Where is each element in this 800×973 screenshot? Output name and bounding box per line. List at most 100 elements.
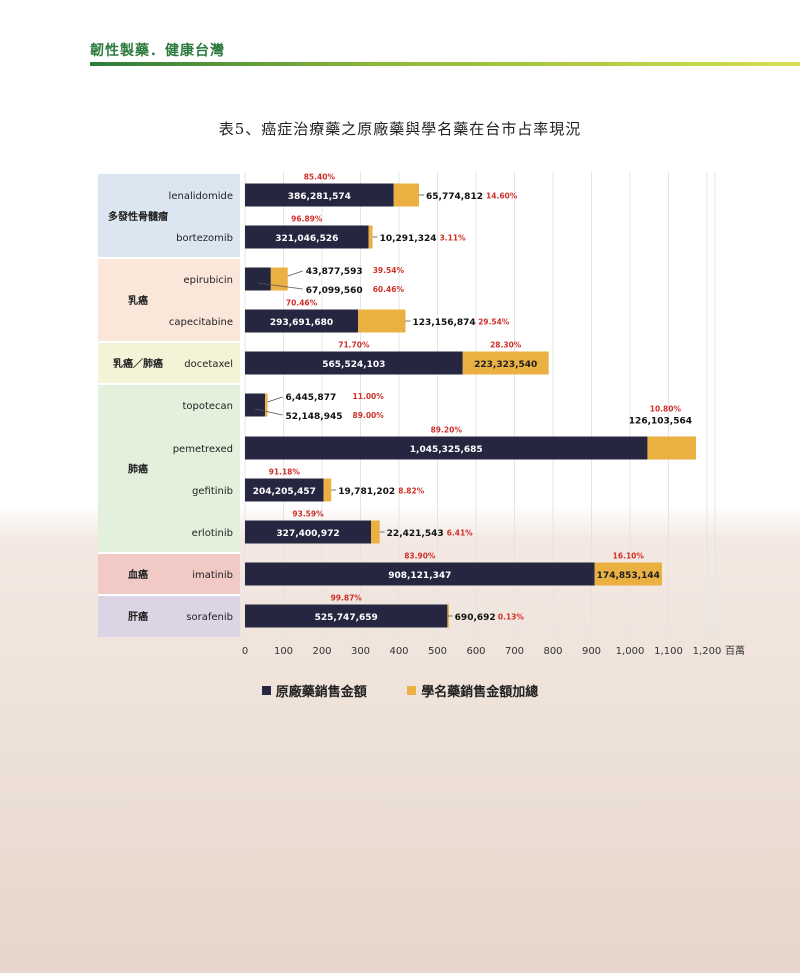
value-label-original: 908,121,347 [388, 571, 451, 581]
bar-original [245, 520, 372, 544]
category-label: 乳癌／肺癌 [113, 357, 163, 370]
value-label-original: 321,046,526 [275, 234, 338, 244]
pct-label-generic: 11.00% [353, 392, 385, 401]
bar-original [245, 562, 595, 586]
drug-label: pemetrexed [173, 444, 233, 455]
pct-label-original: 89.20% [431, 426, 463, 435]
bar-generic [462, 351, 549, 375]
bar-generic [647, 436, 697, 460]
value-label-generic: 174,853,144 [597, 571, 660, 581]
pct-label-original: 60.46% [373, 285, 405, 294]
value-label-generic: 43,877,593 [306, 267, 363, 277]
bar-original [245, 183, 394, 207]
value-label-generic: 19,781,202 [338, 487, 395, 497]
drug-label: lenalidomide [169, 191, 233, 202]
x-tick-label: 900 [582, 646, 601, 657]
value-label-generic: 10,291,324 [380, 234, 437, 244]
drug-label: topotecan [182, 401, 233, 412]
pct-label-generic: 6.41% [447, 529, 474, 538]
x-tick-label: 600 [466, 646, 485, 657]
x-tick-label: 200 [312, 646, 331, 657]
bar-original [245, 351, 463, 375]
legend-swatch-generic [407, 686, 417, 695]
x-tick-label: 1,000 [616, 646, 645, 657]
drug-label: erlotinib [192, 528, 233, 539]
bar-generic [368, 225, 373, 249]
value-label-original: 204,205,457 [253, 487, 316, 497]
bar-original [245, 393, 266, 417]
category-label: 多發性骨髓瘤 [108, 210, 168, 223]
x-tick-label: 800 [543, 646, 562, 657]
category-band [98, 342, 240, 384]
bar-generic [393, 183, 420, 207]
header-title: 韌性製藥．健康台灣 [90, 43, 225, 59]
x-tick-label: 100 [274, 646, 293, 657]
leader-line [267, 396, 283, 403]
chart-legend: 原廠藥銷售金額 學名藥銷售金額加總 [0, 681, 800, 700]
pct-label-original: 85.40% [304, 173, 336, 182]
drug-label: epirubicin [184, 275, 233, 286]
value-label-original: 293,691,680 [270, 318, 333, 328]
leader-line [257, 282, 303, 290]
category-band [98, 174, 240, 258]
x-tick-label: 500 [428, 646, 447, 657]
value-label-original: 565,524,103 [322, 360, 385, 370]
value-label-original: 386,281,574 [288, 192, 351, 202]
pct-label-original: 70.46% [286, 299, 318, 308]
bar-original [245, 478, 324, 502]
pct-label-generic: 3.11% [440, 234, 467, 243]
value-label-original: 525,747,659 [315, 613, 378, 623]
value-label-original: 52,148,945 [286, 412, 343, 422]
x-tick-label: 1,200 [693, 646, 722, 657]
category-band [98, 384, 240, 553]
chart-title: 表5、癌症治療藥之原廠藥與學名藥在台市占率現況 [218, 120, 582, 138]
bar-original [245, 604, 448, 628]
value-label-generic: 123,156,874 [412, 318, 475, 328]
header-bar [90, 62, 800, 66]
x-tick-label: 0 [242, 646, 248, 657]
bar-generic [594, 562, 662, 586]
drug-label: gefitinib [192, 486, 233, 497]
legend-label-original: 原廠藥銷售金額 [275, 685, 367, 700]
category-label: 肝癌 [128, 610, 148, 623]
pct-label-original: 71.70% [338, 341, 370, 350]
drug-label: sorafenib [186, 612, 233, 623]
bar-original [245, 309, 359, 333]
pct-label-generic: 29.54% [478, 318, 510, 327]
bar-original [245, 225, 369, 249]
pct-label-original: 93.59% [292, 510, 324, 519]
pct-label-original: 96.89% [291, 215, 323, 224]
value-label-original: 1,045,325,685 [410, 445, 483, 455]
bar-generic [270, 267, 288, 291]
value-label-generic: 126,103,564 [629, 417, 692, 427]
pct-label-original: 91.18% [269, 468, 301, 477]
bar-original [245, 267, 271, 291]
drug-label: docetaxel [184, 359, 233, 370]
value-label-generic: 223,323,540 [474, 360, 537, 370]
value-label-generic: 690,692 [455, 613, 496, 623]
pct-label-generic: 10.80% [650, 405, 682, 414]
bar-generic [323, 478, 332, 502]
value-label-original: 327,400,972 [276, 529, 339, 539]
legend-label-generic: 學名藥銷售金額加總 [421, 685, 539, 700]
pct-label-generic: 14.60% [486, 192, 518, 201]
category-band [98, 595, 240, 637]
x-tick-label: 700 [505, 646, 524, 657]
category-band [98, 553, 240, 595]
pct-label-original: 83.90% [404, 552, 436, 561]
bar-generic [265, 393, 268, 417]
legend-item-generic: 學名藥銷售金額加總 [407, 681, 538, 700]
bar-original [245, 436, 648, 460]
pct-label-original: 89.00% [353, 411, 385, 420]
pct-label-generic: 0.13% [498, 613, 525, 622]
x-tick-label: 300 [351, 646, 370, 657]
pct-label-generic: 8.82% [398, 487, 425, 496]
category-label: 血癌 [128, 568, 148, 581]
bar-generic [371, 520, 380, 544]
drug-label: bortezomib [176, 233, 233, 244]
pct-label-generic: 16.10% [613, 552, 645, 561]
pct-label-original: 99.87% [331, 594, 363, 603]
category-label: 肺癌 [128, 463, 148, 476]
x-tick-label: 400 [389, 646, 408, 657]
